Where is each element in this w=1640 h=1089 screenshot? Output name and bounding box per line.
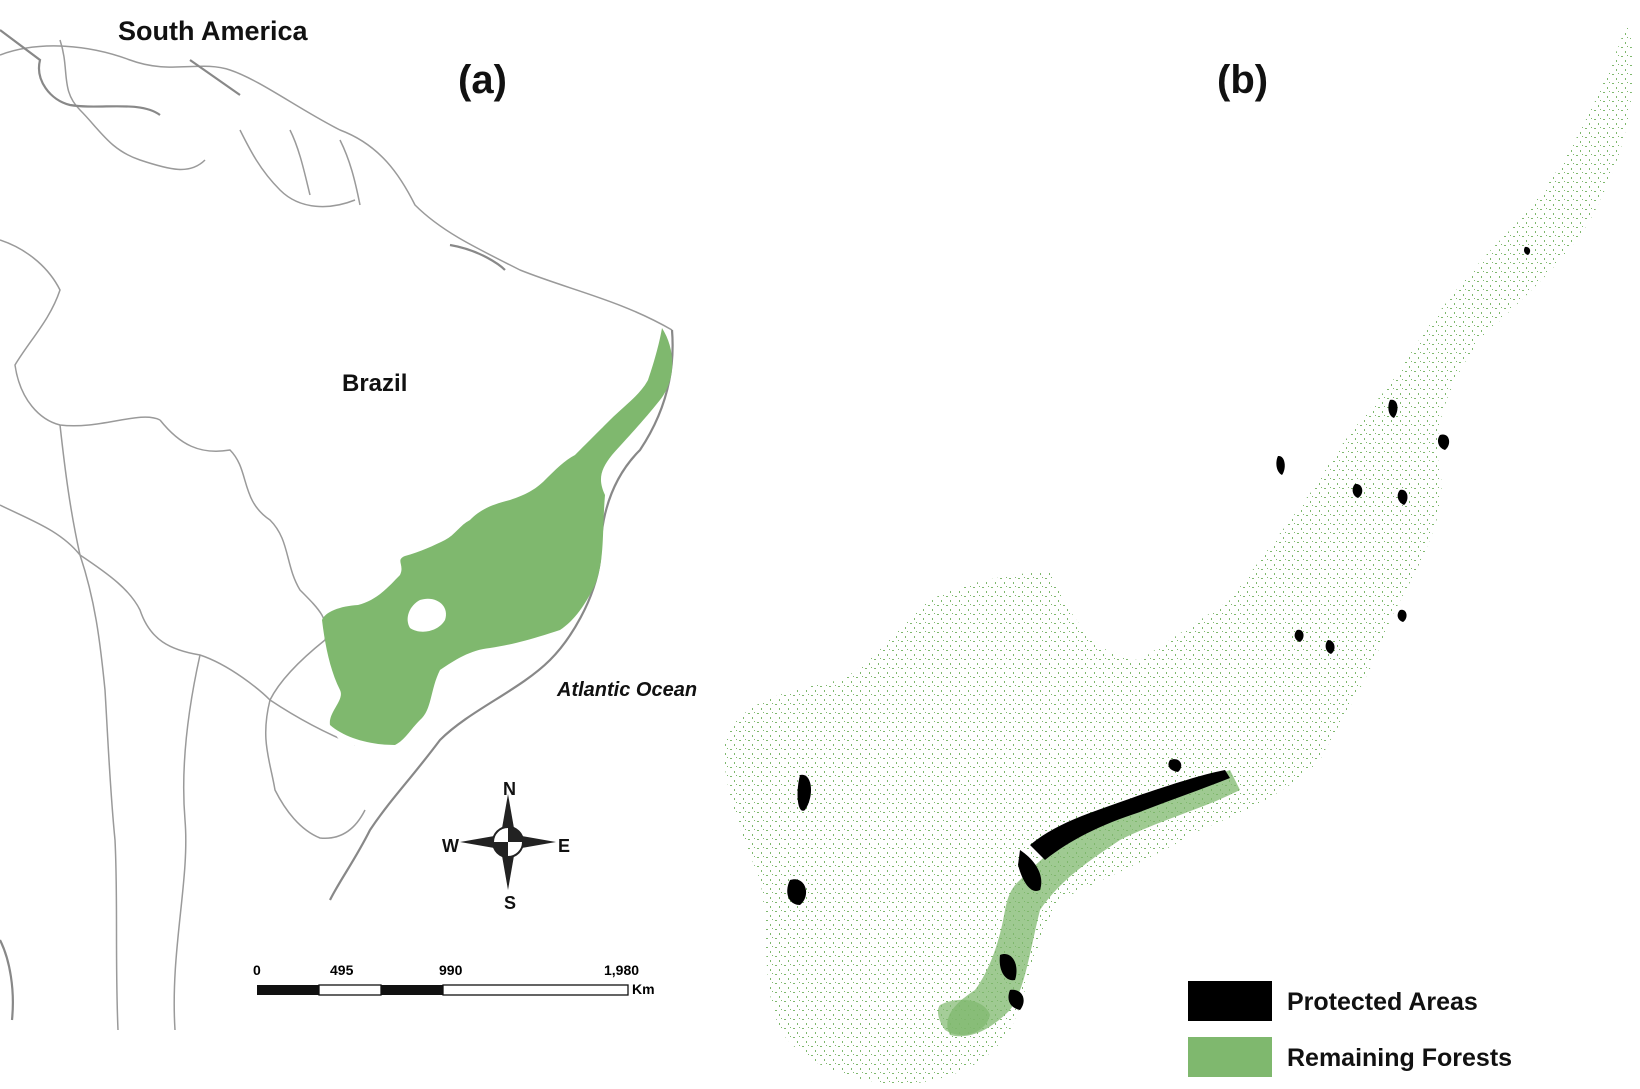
- compass-north-label: N: [503, 779, 516, 799]
- legend-swatch-forest: [1188, 1037, 1272, 1077]
- compass-rose-icon: [460, 794, 556, 890]
- scale-tick-label: 495: [330, 962, 354, 978]
- legend-label-protected: Protected Areas: [1287, 988, 1478, 1016]
- compass-south-label: S: [504, 893, 517, 913]
- legend-swatch-protected: [1188, 981, 1272, 1021]
- legend-label-forest: Remaining Forests: [1287, 1044, 1513, 1072]
- scale-tick-label: 0: [253, 962, 261, 978]
- panel-b-label: (b): [1217, 58, 1269, 102]
- continent-label: South America: [118, 16, 308, 46]
- scale-unit-label: Km: [632, 981, 655, 997]
- compass-west-label: W: [442, 836, 459, 856]
- ocean-label: Atlantic Ocean: [557, 679, 698, 701]
- scale-bar: [257, 984, 629, 996]
- scale-tick-label: 990: [439, 962, 463, 978]
- country-label: Brazil: [342, 370, 408, 397]
- compass-east-label: E: [558, 836, 571, 856]
- panel-a-label: (a): [458, 58, 507, 102]
- atlantic-forest-region: [322, 328, 673, 745]
- remaining-forest-region: [724, 20, 1633, 1085]
- country-borders: [0, 39, 673, 1031]
- coastline: [0, 29, 674, 1021]
- protected-areas: [787, 246, 1531, 1010]
- scale-tick-label: 1,980: [604, 962, 640, 978]
